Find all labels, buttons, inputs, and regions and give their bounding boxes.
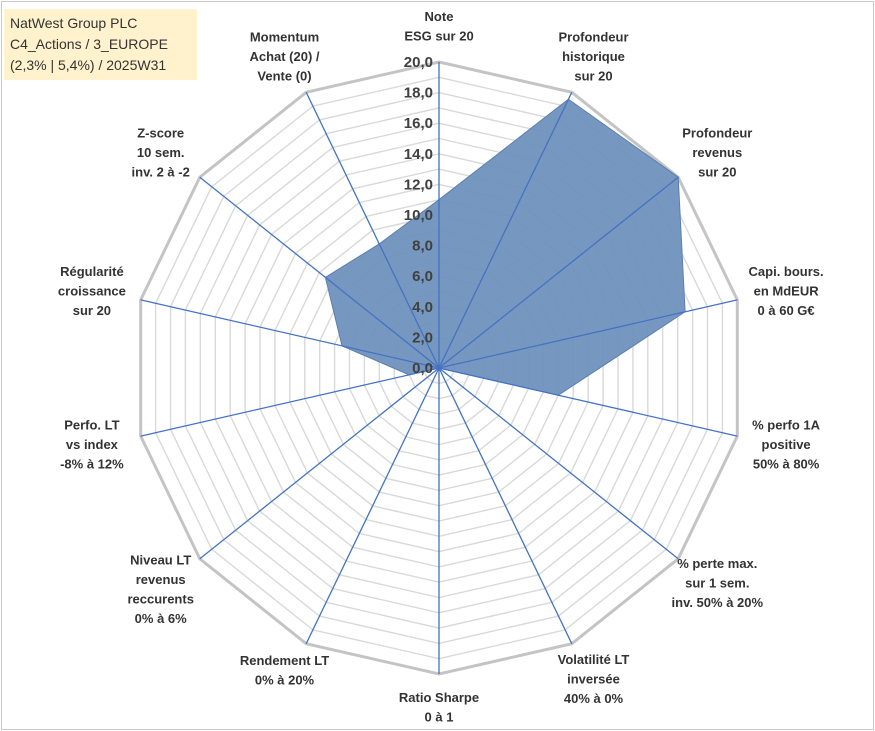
title-box: NatWest Group PLC C4_Actions / 3_EUROPE … (4, 9, 197, 80)
axis-spoke (438, 299, 738, 369)
axis-label-line: Note (425, 9, 454, 24)
axis-label-line: positive (762, 437, 811, 452)
axis-spoke (438, 367, 738, 437)
title-line-period: (2,3% | 5,4%) / 2025W31 (10, 57, 167, 73)
tick-label: 16,0 (404, 115, 433, 132)
axis-label-line: revenus (692, 145, 742, 160)
axis-label-line: Momentum (250, 30, 319, 45)
axis-label-line: Profondeur (682, 126, 752, 141)
axis-label-line: 40% à 0% (564, 691, 624, 706)
axis-spoke (305, 367, 440, 644)
tick-label: 8,0 (412, 238, 433, 255)
axis-label-line: sur 20 (698, 165, 736, 180)
axis-label-line: sur 1 sem. (685, 576, 749, 591)
tick-label: 2,0 (412, 329, 433, 346)
radar-series-layer (324, 98, 686, 396)
axis-label: Profondeur historique sur 20 (558, 30, 628, 84)
axis-label-line: revenus (136, 572, 186, 587)
axis-label-line: % perte max. (677, 556, 757, 571)
axis-label-line: Profondeur (558, 30, 628, 45)
axis-label-line: 0% à 20% (255, 672, 315, 687)
axis-label-line: 0% à 6% (135, 611, 187, 626)
title-line-category: C4_Actions / 3_EUROPE (10, 36, 168, 52)
axis-labels: Note ESG sur 20 Profondeur historique sur 20… (58, 9, 824, 725)
axis-label-line: inversée (567, 671, 620, 686)
axis-label-line: historique (562, 49, 625, 64)
axis-label: Momentum Achat (20) / Vente (0) (249, 30, 319, 84)
axis-label: % perfo 1A positive 50% à 80% (752, 418, 821, 472)
axis-label-line: ESG sur 20 (404, 29, 473, 44)
axis-label-line: Achat (20) / (249, 49, 319, 64)
axis-label-line: 0 à 60 G€ (758, 303, 815, 318)
axis-label: Profondeur revenus sur 20 (682, 126, 752, 180)
tick-label: 6,0 (412, 268, 433, 285)
axis-label-line: en MdEUR (754, 283, 820, 298)
axis-label-line: % perfo 1A (752, 418, 821, 433)
tick-label: 0,0 (412, 360, 433, 377)
tick-label: 20,0 (404, 54, 433, 71)
axis-label-line: inv. 2 à -2 (132, 165, 190, 180)
axis-spoke (438, 92, 573, 369)
axis-label: % perte max. sur 1 sem. inv. 50% à 20% (672, 556, 764, 610)
axis-label: Rendement LT 0% à 20% (240, 653, 329, 688)
axis-label-line: Perfo. LT (64, 418, 119, 433)
axis-label-line: 50% à 80% (753, 457, 820, 472)
axis-label-line: Volatilité LT (558, 652, 630, 667)
tick-label: 12,0 (404, 176, 433, 193)
axis-label-line: -8% à 12% (60, 457, 124, 472)
axis-label: Perfo. LT vs index -8% à 12% (60, 418, 124, 472)
axis-label-line: vs index (66, 437, 119, 452)
tick-label: 18,0 (404, 85, 433, 102)
axis-spoke (305, 92, 440, 369)
axis-label: Régularité croissance sur 20 (58, 264, 126, 318)
axis-label: Capi. bours. en MdEUR 0 à 60 G€ (749, 264, 824, 318)
axis-label-line: Ratio Sharpe (399, 690, 479, 705)
axis-label: Niveau LT revenus reccurents 0% à 6% (127, 552, 193, 626)
axis-label-line: Régularité (60, 264, 124, 279)
axis-label-line: Rendement LT (240, 653, 329, 668)
tick-label: 14,0 (404, 146, 433, 163)
axis-spoke (438, 367, 679, 560)
axis-label: Note ESG sur 20 (404, 9, 473, 44)
title-line-company: NatWest Group PLC (10, 15, 138, 31)
axis-label-line: reccurents (127, 591, 193, 606)
axis-spoke (199, 176, 440, 369)
axis-label-line: sur 20 (574, 69, 612, 84)
axis-spoke (438, 176, 679, 369)
tick-label: 4,0 (412, 299, 433, 316)
axis-label-line: 0 à 1 (425, 710, 454, 725)
axis-label-line: Capi. bours. (749, 264, 824, 279)
axis-spoke (140, 367, 440, 437)
axis-spoke (438, 367, 573, 644)
radar-spokes (140, 62, 738, 674)
axis-label-line: inv. 50% à 20% (672, 595, 764, 610)
radial-tick-labels: 0,0 2,0 4,0 6,0 8,0 10,0 12,0 14,0 16,0 18,0 20,0 (404, 54, 433, 377)
axis-label-line: Z-score (137, 126, 184, 141)
axis-spoke (199, 367, 440, 560)
axis-label-line: Vente (0) (257, 69, 311, 84)
axis-label: Ratio Sharpe 0 à 1 (399, 690, 479, 725)
axis-label-line: sur 20 (73, 303, 111, 318)
axis-label-line: Niveau LT (130, 552, 191, 567)
axis-label: Z-score 10 sem. inv. 2 à -2 (132, 126, 190, 180)
axis-label: Volatilité LT inversée 40% à 0% (558, 652, 630, 706)
tick-label: 10,0 (404, 207, 433, 224)
series-area (324, 98, 686, 396)
axis-label-line: croissance (58, 283, 126, 298)
axis-label-line: 10 sem. (137, 145, 185, 160)
axis-spoke (140, 299, 440, 369)
